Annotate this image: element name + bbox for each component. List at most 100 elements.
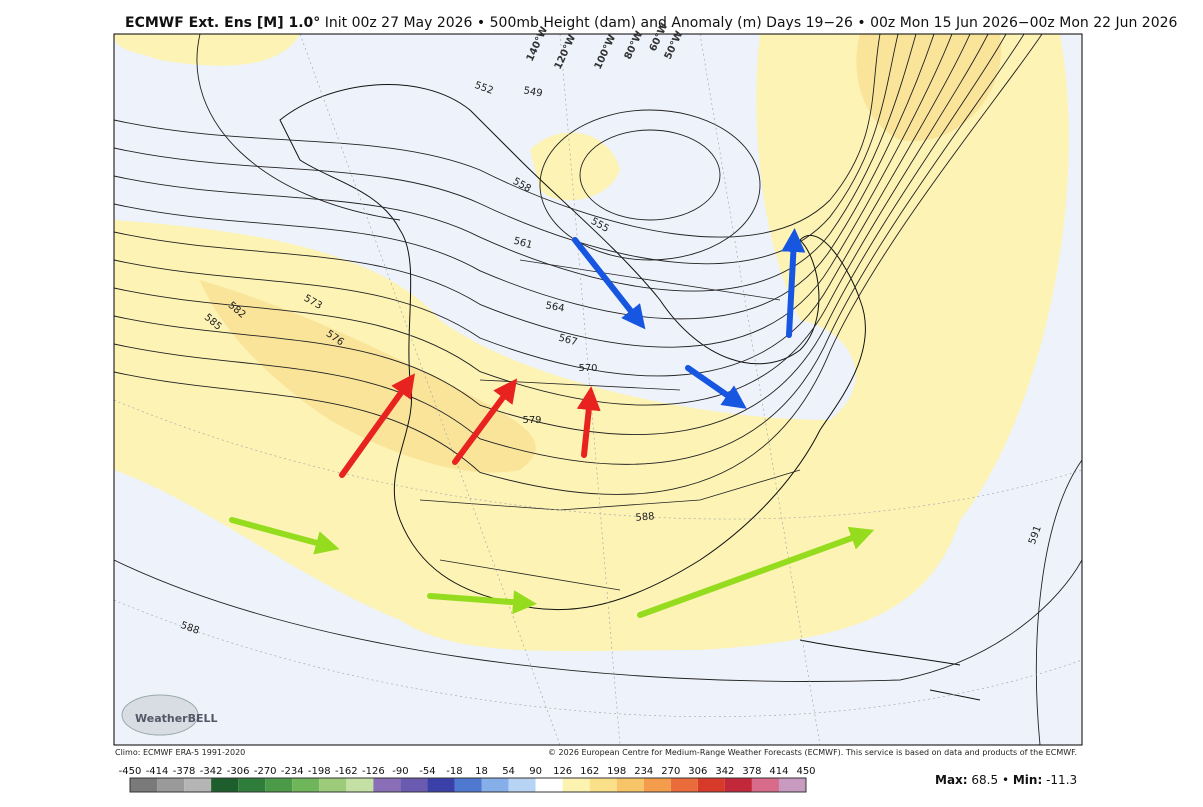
- colorbar-label: -378: [173, 766, 196, 777]
- colorbar-label: 414: [769, 766, 788, 777]
- colorbar-label: -342: [200, 766, 223, 777]
- colorbar-swatch: [427, 778, 455, 792]
- title-rest: Init 00z 27 May 2026 • 500mb Height (dam…: [325, 15, 1178, 31]
- colorbar-label: 378: [742, 766, 761, 777]
- arrow-red: [452, 378, 518, 465]
- contour-line: [114, 34, 881, 238]
- colorbar-swatch: [265, 778, 293, 792]
- colorbar-swatch: [643, 778, 671, 792]
- colorbar-label: 90: [529, 766, 542, 777]
- contour-label: 567: [557, 333, 578, 349]
- colorbar: -450 -414 -378 -342 -306 -270 -234 -198 -162 -126…: [119, 766, 816, 793]
- arrow-blue: [781, 228, 806, 338]
- stats: Max: 68.5 • Min: -11.3: [935, 773, 1077, 787]
- logo-text: WeatherBELL: [135, 712, 218, 725]
- colorbar-label: -90: [392, 766, 408, 777]
- title-bold: ECMWF Ext. Ens [M] 1.0°: [125, 15, 320, 31]
- colorbar-swatch: [562, 778, 590, 792]
- colorbar-swatch: [454, 778, 482, 792]
- arrow-green: [229, 517, 340, 555]
- logo: WeatherBELL: [121, 694, 218, 736]
- colorbar-label: -54: [419, 766, 435, 777]
- title: ECMWF Ext. Ens [M] 1.0° Init 00z 27 May …: [125, 15, 1178, 31]
- anomaly-positive: [114, 34, 300, 66]
- max-value: 68.5: [971, 773, 998, 787]
- colorbar-label: -18: [446, 766, 462, 777]
- separator: •: [1002, 773, 1009, 787]
- anomaly-stronger: [200, 280, 536, 473]
- colorbar-label: -234: [281, 766, 304, 777]
- boundary-lines: [419, 259, 801, 591]
- colorbar-swatch: [481, 778, 509, 792]
- colorbar-label: -126: [362, 766, 385, 777]
- contour-line: [114, 34, 917, 292]
- contour-label: 588: [635, 511, 655, 524]
- contour-label: 564: [545, 300, 566, 314]
- contours: [114, 34, 1082, 745]
- colorbar-label: 162: [580, 766, 599, 777]
- contour-line: [114, 34, 1025, 465]
- min-label: Min:: [1013, 773, 1042, 787]
- contour-line: [114, 34, 1007, 436]
- colorbar-swatch: [346, 778, 374, 792]
- map-frame: [113, 33, 1083, 746]
- colorbar-label: 234: [634, 766, 653, 777]
- arrow-blue: [685, 365, 747, 409]
- colorbar-swatch: [697, 778, 725, 792]
- colorbar-swatch: [157, 778, 185, 792]
- contour-label: 561: [512, 236, 533, 252]
- colorbar-swatch: [400, 778, 428, 792]
- arrows: [229, 228, 875, 618]
- contour-label: 549: [523, 85, 544, 99]
- colorbar-swatch: [238, 778, 266, 792]
- colorbar-label: -450: [119, 766, 142, 777]
- colorbar-swatch: [670, 778, 698, 792]
- colorbar-label: -198: [308, 766, 331, 777]
- colorbar-label: 126: [553, 766, 572, 777]
- contour-line: [114, 559, 1082, 682]
- climo-note: Climo: ECMWF ERA-5 1991-2020: [115, 748, 245, 757]
- colorbar-label: 54: [502, 766, 515, 777]
- colorbar-label: 198: [607, 766, 626, 777]
- contour-line: [1035, 459, 1082, 745]
- copyright: © 2026 European Centre for Medium-Range …: [548, 748, 1077, 757]
- caribbean-outline: [799, 639, 981, 701]
- anomaly-positive: [114, 34, 1069, 652]
- arrow-blue: [572, 237, 646, 330]
- arrow-green: [637, 526, 875, 618]
- colorbar-swatch: [373, 778, 401, 792]
- contour-line: [579, 129, 721, 221]
- contour-line: [114, 34, 953, 348]
- contour-line: [539, 109, 761, 261]
- logo-swirl: [121, 694, 199, 736]
- map-area: [114, 34, 1082, 745]
- contour-line: [114, 34, 1043, 495]
- contour-line: [114, 34, 989, 406]
- colorbar-swatch: [751, 778, 779, 792]
- colorbar-frame: [129, 777, 807, 793]
- colorbar-swatch: [319, 778, 347, 792]
- colorbar-label: -414: [146, 766, 169, 777]
- colorbar-swatch: [184, 778, 212, 792]
- colorbar-swatch: [589, 778, 617, 792]
- colorbar-label: -270: [254, 766, 277, 777]
- colorbar-label: 450: [796, 766, 815, 777]
- arrow-green: [427, 590, 537, 615]
- colorbar-swatch: [724, 778, 752, 792]
- colorbar-swatch: [211, 778, 239, 792]
- colorbar-swatch: [130, 778, 158, 792]
- colorbar-swatch: [535, 778, 563, 792]
- contour-label: 579: [522, 415, 541, 426]
- colorbar-label: -306: [227, 766, 250, 777]
- colorbar-label: -162: [335, 766, 358, 777]
- arrow-red: [339, 373, 415, 478]
- colorbar-swatch: [292, 778, 320, 792]
- colorbar-label: 270: [661, 766, 680, 777]
- min-value: -11.3: [1046, 773, 1077, 787]
- contour-line: [114, 34, 971, 377]
- colorbar-label: 342: [715, 766, 734, 777]
- colorbar-swatch: [616, 778, 644, 792]
- contour-line: [114, 34, 899, 265]
